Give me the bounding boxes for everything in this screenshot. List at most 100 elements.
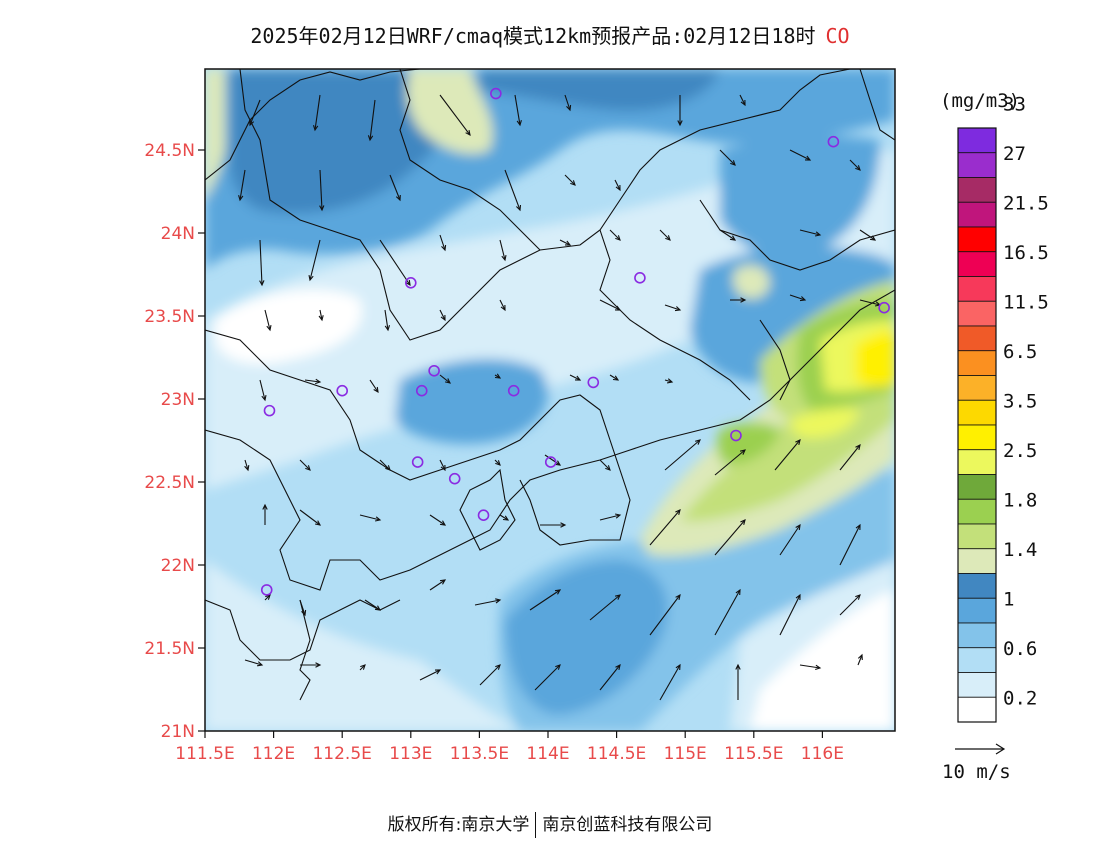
wind-arrow [419,669,441,681]
wind-arrow [799,229,821,236]
colorbar-frame [957,127,997,723]
site-marker [477,509,490,522]
wind-arrow [589,594,621,621]
wind-arrowhead [374,605,382,611]
wind-arrow [789,149,811,161]
wind-arrow [514,94,521,126]
colorbar-swatch [957,350,997,376]
wind-arrowhead [495,664,501,670]
latitude-axis: 24.5N 24N 23.5N 23N 22.5N 22N 21.5N 21N [144,141,205,742]
wind-arrow [364,599,381,611]
wind-arrow [649,594,681,636]
wind-arrowhead [373,386,379,394]
forecast-map: 111.5E 112E 112.5E 113E 113.5E 114E 114.5E 115E… [144,68,1049,783]
colorbar-label: 27 [1003,143,1026,165]
wind-arrowhead [677,120,683,127]
colorbar-label: 1.4 [1003,539,1037,561]
lat-tick-label: 21N [161,722,195,742]
wind-arrowhead [318,315,324,322]
wind-arrowhead [564,240,572,246]
colorbar-label: 1.8 [1003,489,1037,511]
wind-arrow [739,94,746,106]
site-marker [507,384,520,397]
wind-arrowhead [740,297,747,303]
wind-legend-label: 10 m/s [942,761,1011,783]
site-marker [544,456,557,468]
copyright-footer: 版权所有:南京大学 南京创蓝科技有限公司 [0,810,1100,838]
wind-arrowhead [675,663,681,671]
wind-arrow [859,299,881,306]
wind-arrow [599,299,621,311]
wind-arrowhead [855,444,861,451]
wind-arrowhead [730,160,736,166]
wind-arrowhead [612,375,620,381]
wind-arrow [599,514,621,521]
wind-arrow [499,514,509,521]
wind-arrow [499,239,506,261]
colorbar-label: 33 [1003,93,1026,115]
wind-arrowhead [494,373,502,379]
wind-arrowhead [374,516,382,522]
wind-arrow [664,439,701,471]
wind-arrowhead [500,304,506,312]
colorbar-swatch [957,449,997,475]
wind-arrowhead [238,195,244,202]
wind-arrow [534,664,561,691]
wind-arrow [544,454,561,466]
wind-arrowhead [855,165,861,171]
wind-arrowhead [614,305,622,311]
wind-arrow [789,294,806,301]
wind-arrowhead [554,460,562,466]
wind-arrowhead [615,235,621,241]
wind-arrow [839,444,861,471]
lat-tick-label: 21.5N [144,639,195,659]
wind-arrowhead [570,180,576,186]
lon-tick-label: 115E [664,744,707,764]
colorbar-swatch [957,523,997,550]
wind-arrow [529,589,561,611]
colorbar-swatch [957,672,997,698]
wind-arrowhead [855,594,861,600]
wind-arrowhead [319,205,325,212]
colorbar-unit: (mg/m3) [940,90,1020,112]
wind-arrow [614,179,621,191]
wind-arrow [439,374,451,384]
wind-arrow [429,579,446,591]
chart-title: 2025年02月12日WRF/cmaq模式12km预报产品:02月12日18时 C… [0,20,1100,50]
co-concentration-field [205,69,895,731]
wind-arrowhead [729,235,737,241]
colorbar-swatch [957,622,997,649]
colorbar-swatch [957,647,997,673]
wind-arrowhead [740,99,746,107]
colorbar-swatch [957,325,997,352]
wind-arrowhead [360,664,366,670]
wind-arrowhead [735,663,741,670]
wind-arrowhead [740,519,746,525]
lat-tick-label: 24.5N [144,141,195,161]
wind-arrowhead [857,653,863,661]
wind-arrowhead [262,503,268,510]
wind-arrowhead [516,120,522,127]
wind-arrowhead [265,594,271,600]
wind-arrow [439,309,446,321]
wind-arrowhead [312,125,319,132]
wind-arrowhead [315,378,322,385]
wind-arrowhead [675,509,681,515]
wind-arrow [599,459,611,471]
site-marker [490,87,502,100]
wind-arrow [439,459,446,471]
colorbar-swatch [957,573,997,599]
wind-arrow [714,519,746,556]
wind-arrow [559,239,571,246]
lon-tick-label: 113.5E [450,744,509,764]
wind-arrow [429,514,446,526]
wind-arrow [714,449,746,476]
wind-arrow [839,594,861,616]
wind-arrowhead [674,306,682,312]
wind-arrow [299,599,306,616]
wind-arrowhead [605,465,611,471]
wind-arrow [384,309,389,331]
monitoring-sites [260,87,890,596]
wind-arrow [299,509,321,526]
wind-arrowhead [502,515,510,521]
